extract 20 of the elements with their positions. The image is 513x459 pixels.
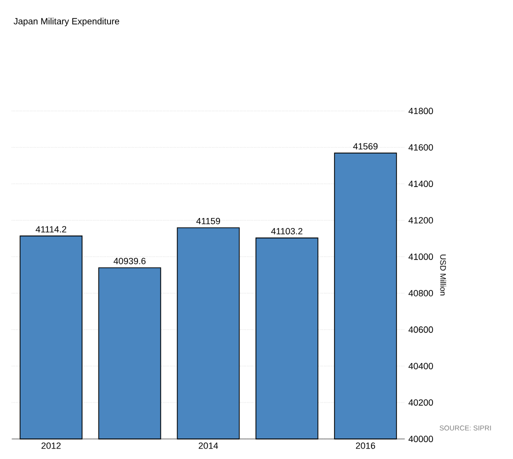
y-tick-label: 41800: [408, 108, 433, 114]
chart-title: Japan Military Expenditure: [14, 18, 120, 26]
data-label: 41569: [353, 143, 378, 150]
y-tick-label: 40400: [408, 362, 433, 370]
x-tick-label: 2012: [42, 442, 61, 449]
y-tick-label: 40800: [408, 290, 433, 296]
y-axis-title: USD Million: [440, 254, 446, 296]
data-label: 40939.6: [114, 258, 146, 264]
x-tick-label: 2016: [356, 442, 376, 449]
y-tick-label: 41000: [408, 254, 433, 260]
x-tick-label: 2014: [198, 442, 218, 449]
y-tick-label: 40200: [408, 399, 433, 406]
y-tick-label: 41600: [408, 144, 433, 151]
y-tick-label: 40600: [408, 326, 433, 333]
data-label: 41103.2: [271, 228, 302, 234]
data-label: 41114.2: [36, 226, 66, 232]
y-tick-label: 40000: [408, 436, 433, 442]
y-tick-label: 41400: [408, 180, 433, 188]
data-label: 41159: [196, 218, 220, 224]
y-tick-label: 41200: [408, 217, 433, 224]
